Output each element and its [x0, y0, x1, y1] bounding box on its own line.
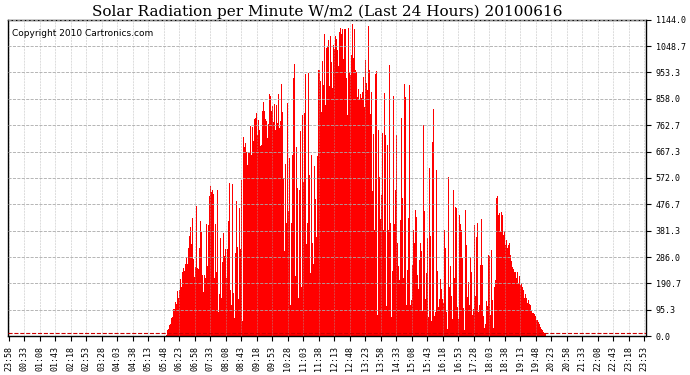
Title: Solar Radiation per Minute W/m2 (Last 24 Hours) 20100616: Solar Radiation per Minute W/m2 (Last 24… — [92, 4, 562, 18]
Text: Copyright 2010 Cartronics.com: Copyright 2010 Cartronics.com — [12, 29, 153, 38]
